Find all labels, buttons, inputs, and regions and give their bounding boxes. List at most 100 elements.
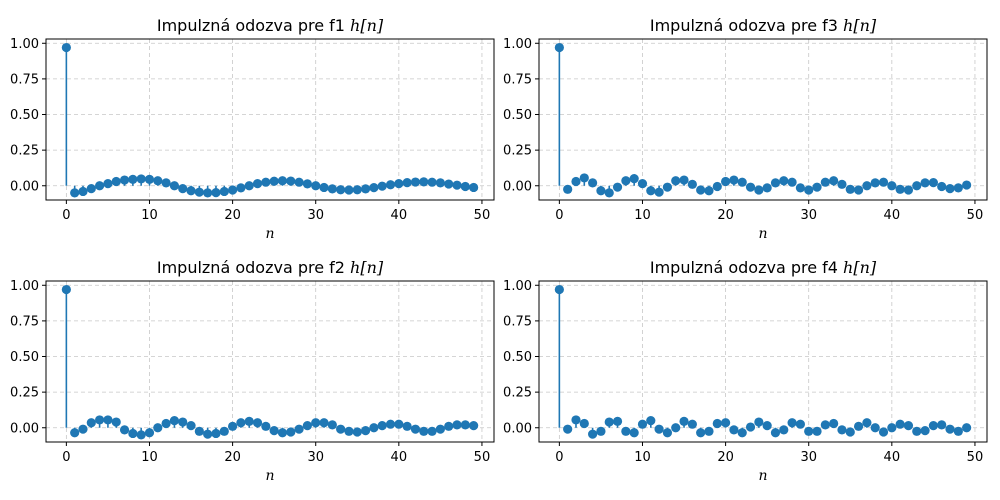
stem-marker	[86, 418, 96, 428]
y-tick-label: 0.75	[503, 72, 532, 87]
stem-marker	[787, 418, 797, 428]
subplot-title: Impulzná odozva pre f1 h[n]	[157, 16, 384, 35]
stem-marker	[596, 186, 606, 196]
stem-marker	[169, 181, 180, 191]
stem-marker	[261, 421, 271, 431]
stem-marker	[903, 185, 914, 195]
y-tick-label: 0.25	[503, 386, 532, 401]
stem-marker	[336, 185, 346, 195]
stem-marker	[203, 188, 213, 198]
y-tick-label: 0.00	[10, 421, 39, 436]
subplot-title: Impulzná odozva pre f2 h[n]	[157, 258, 384, 277]
stem-marker	[327, 420, 337, 430]
y-tick-label: 0.00	[503, 421, 532, 436]
stem-marker	[236, 183, 246, 193]
stem-marker	[294, 424, 304, 434]
stem-marker	[845, 184, 855, 194]
stem-marker	[369, 423, 379, 433]
stem-marker	[452, 420, 462, 430]
subplot-title-math: h[n]	[843, 16, 877, 35]
y-tick-label: 0.75	[10, 314, 39, 329]
stem-marker	[804, 426, 814, 436]
stem-marker	[870, 178, 880, 188]
stem-marker	[444, 179, 454, 189]
stem-marker	[394, 419, 404, 429]
x-tick-label: 0	[62, 450, 70, 465]
stem-marker	[70, 428, 80, 438]
stem-marker	[61, 42, 71, 53]
stem-marker	[837, 179, 847, 189]
stem-marker	[219, 186, 229, 197]
stem-marker	[402, 421, 412, 431]
stem-marker	[770, 428, 781, 438]
stem-marker	[787, 177, 797, 187]
stem-marker	[460, 420, 470, 430]
stem-marker	[637, 179, 648, 189]
y-tick-label: 1.00	[10, 37, 39, 52]
stem-marker	[812, 426, 822, 436]
stem-marker	[360, 426, 371, 436]
y-tick-label: 0.25	[10, 386, 39, 401]
stem-marker	[78, 424, 88, 434]
stem-marker	[720, 418, 731, 428]
stem-marker	[903, 421, 914, 431]
x-tick-label: 0	[62, 208, 70, 223]
stem-marker	[588, 429, 598, 439]
x-tick-label: 30	[307, 208, 324, 223]
x-tick-label: 30	[800, 208, 817, 223]
stem-marker	[336, 424, 346, 434]
stem-marker	[962, 423, 972, 433]
x-axis-label: n	[265, 226, 274, 242]
stem-marker	[712, 418, 722, 429]
stem-marker	[211, 187, 221, 198]
x-tick-label: 10	[634, 208, 651, 223]
stem-marker	[612, 416, 623, 426]
stem-marker	[169, 416, 180, 426]
x-tick-label: 50	[474, 208, 491, 223]
x-tick-label: 10	[141, 208, 158, 223]
stem-marker	[887, 181, 897, 191]
x-tick-label: 40	[884, 450, 901, 465]
stem-marker	[862, 418, 872, 428]
stem-marker	[563, 424, 573, 434]
stem-marker	[252, 418, 263, 428]
stem-marker	[795, 419, 806, 429]
stem-marker	[579, 173, 589, 183]
x-tick-label: 50	[967, 450, 984, 465]
stem-marker	[111, 176, 121, 187]
stem-marker	[762, 421, 772, 431]
stem-marker	[937, 420, 947, 430]
stem-marker	[953, 183, 963, 193]
stem-marker	[410, 177, 421, 187]
stem-marker	[671, 423, 681, 433]
stem-marker	[837, 425, 847, 435]
stem-marker	[419, 177, 429, 187]
stem-marker	[261, 177, 271, 187]
stem-marker	[853, 185, 864, 195]
stem-marker	[244, 416, 254, 426]
stem-marker	[61, 284, 71, 295]
stem-marker	[203, 429, 213, 439]
stem-marker	[563, 184, 573, 194]
stem-marker	[244, 181, 254, 191]
y-tick-label: 0.50	[10, 350, 39, 365]
subplot-title-math: h[n]	[843, 258, 877, 277]
stem-marker	[720, 176, 731, 187]
x-tick-label: 20	[224, 450, 241, 465]
y-tick-label: 1.00	[10, 279, 39, 294]
stem-marker	[186, 186, 196, 196]
stem-marker	[277, 176, 288, 186]
stem-marker	[360, 184, 371, 194]
stem-marker	[369, 183, 379, 193]
stem-marker	[853, 421, 864, 431]
stem-marker	[895, 184, 905, 194]
stem-marker	[754, 417, 764, 427]
stem-marker	[70, 188, 80, 198]
x-tick-label: 30	[307, 450, 324, 465]
stem-marker	[153, 176, 163, 186]
stem-marker	[227, 421, 238, 431]
stem-marker	[912, 426, 922, 436]
stem-marker	[269, 426, 279, 436]
stem-marker	[103, 415, 113, 425]
stem-marker	[377, 181, 387, 191]
